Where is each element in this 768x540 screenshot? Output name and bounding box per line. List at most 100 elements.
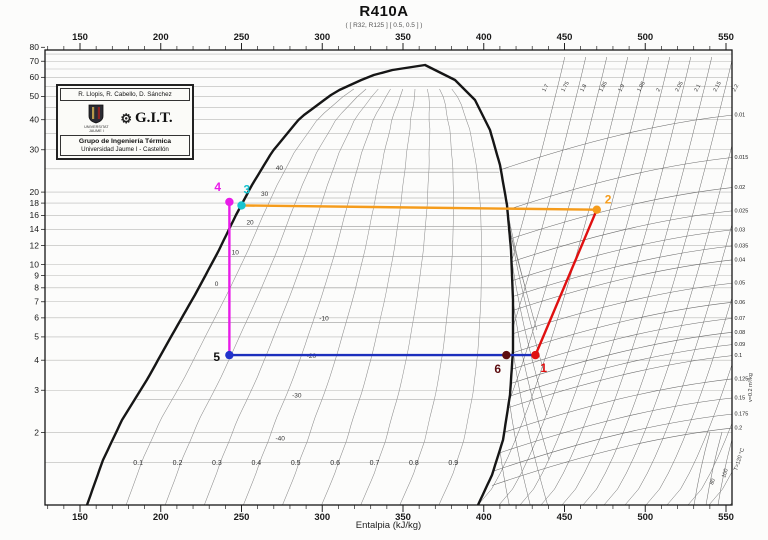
plot-border <box>44 49 733 506</box>
svg-text:30: 30 <box>30 145 40 155</box>
svg-text:6: 6 <box>34 313 39 323</box>
git-label: G.I.T. <box>135 110 173 127</box>
svg-text:0.8: 0.8 <box>409 460 419 467</box>
state-label-3: 3 <box>244 182 251 196</box>
svg-text:18: 18 <box>30 198 40 208</box>
state-point-2 <box>592 205 601 214</box>
svg-text:150: 150 <box>72 32 88 43</box>
svg-text:0.9: 0.9 <box>448 460 458 467</box>
state-point-3 <box>237 201 246 210</box>
emblem-text: UNIVERSITAT JAUME I <box>84 125 109 134</box>
svg-text:400: 400 <box>476 512 492 523</box>
svg-text:7: 7 <box>34 297 39 307</box>
svg-text:0.125: 0.125 <box>735 376 749 382</box>
svg-text:1.8: 1.8 <box>579 83 588 93</box>
svg-text:80: 80 <box>709 478 717 486</box>
university-name: Universidad Jaume I - Castellón <box>81 146 169 154</box>
logo-authors: R. Llopis, R. Cabello, D. Sánchez <box>60 88 190 101</box>
svg-text:v=0.2 m³/kg: v=0.2 m³/kg <box>748 373 754 402</box>
svg-text:0.01: 0.01 <box>735 113 746 119</box>
svg-text:0.4: 0.4 <box>251 460 261 467</box>
svg-text:2.1: 2.1 <box>693 83 702 93</box>
svg-text:14: 14 <box>30 224 40 234</box>
svg-text:250: 250 <box>234 512 250 523</box>
svg-text:500: 500 <box>637 32 653 43</box>
state-label-4: 4 <box>214 180 221 194</box>
svg-text:0.6: 0.6 <box>330 460 340 467</box>
git-acronym: ⚙ G.I.T. <box>120 110 172 127</box>
svg-text:20: 20 <box>246 219 254 226</box>
svg-text:40: 40 <box>30 115 40 125</box>
svg-text:450: 450 <box>557 32 573 43</box>
state-label-1: 1 <box>540 361 547 375</box>
state-point-6 <box>502 350 511 360</box>
svg-text:9: 9 <box>34 270 39 280</box>
svg-text:0.05: 0.05 <box>735 281 746 287</box>
svg-text:0.175: 0.175 <box>735 412 749 418</box>
svg-text:20: 20 <box>30 187 40 197</box>
svg-text:T=120 °C: T=120 °C <box>733 447 746 471</box>
state-label-2: 2 <box>605 193 612 207</box>
superheat-mesh <box>425 56 732 505</box>
svg-text:80: 80 <box>30 42 40 52</box>
svg-text:200: 200 <box>153 512 169 523</box>
svg-text:0.025: 0.025 <box>735 208 749 214</box>
x-axis-title: Entalpia (kJ/kg) <box>355 520 422 531</box>
svg-text:400: 400 <box>476 32 492 43</box>
svg-text:1.9: 1.9 <box>617 83 626 93</box>
svg-text:2: 2 <box>34 427 39 437</box>
svg-text:12: 12 <box>30 240 40 250</box>
svg-text:450: 450 <box>557 512 573 523</box>
svg-text:-40: -40 <box>276 435 286 442</box>
state-label-6: 6 <box>494 362 501 376</box>
svg-text:0.2: 0.2 <box>735 426 743 432</box>
svg-text:2.05: 2.05 <box>674 81 684 93</box>
svg-text:0.07: 0.07 <box>735 316 746 322</box>
svg-text:0.02: 0.02 <box>735 185 746 191</box>
svg-text:0.5: 0.5 <box>291 460 301 467</box>
svg-text:0.035: 0.035 <box>735 243 749 249</box>
svg-text:0.04: 0.04 <box>735 257 746 263</box>
svg-text:350: 350 <box>395 512 411 523</box>
svg-text:200: 200 <box>153 32 169 43</box>
state-label-5: 5 <box>213 350 220 364</box>
svg-text:8: 8 <box>34 283 39 293</box>
svg-text:10: 10 <box>232 249 240 256</box>
svg-text:350: 350 <box>395 32 411 43</box>
logo-box: R. Llopis, R. Cabello, D. Sánchez UNIVER… <box>56 84 194 161</box>
university-emblem: UNIVERSITAT JAUME I <box>77 104 115 133</box>
svg-text:550: 550 <box>718 32 734 43</box>
svg-text:0.2: 0.2 <box>173 460 183 467</box>
svg-text:150: 150 <box>72 512 88 523</box>
svg-text:550: 550 <box>718 512 734 523</box>
process-condensation <box>240 204 598 211</box>
svg-text:4: 4 <box>34 355 39 365</box>
svg-text:100: 100 <box>721 468 730 479</box>
svg-text:0.015: 0.015 <box>735 155 749 161</box>
svg-text:0.15: 0.15 <box>735 395 746 401</box>
svg-text:0.1: 0.1 <box>735 353 743 359</box>
university-shield-icon <box>88 104 104 124</box>
svg-text:300: 300 <box>314 32 330 43</box>
state-point-4 <box>225 197 234 207</box>
svg-text:16: 16 <box>30 210 40 220</box>
svg-text:30: 30 <box>261 191 269 198</box>
svg-text:-30: -30 <box>292 392 302 399</box>
svg-text:10: 10 <box>30 259 40 269</box>
svg-text:1.7: 1.7 <box>541 83 550 93</box>
state-point-1 <box>531 350 540 360</box>
svg-text:2: 2 <box>655 87 662 93</box>
svg-text:50: 50 <box>30 91 40 101</box>
svg-text:0.3: 0.3 <box>212 460 222 467</box>
svg-text:5: 5 <box>34 332 39 342</box>
svg-text:-20: -20 <box>307 353 317 360</box>
svg-text:0.7: 0.7 <box>370 460 380 467</box>
svg-text:0: 0 <box>215 281 219 288</box>
svg-text:0.03: 0.03 <box>735 227 746 233</box>
svg-text:3: 3 <box>34 385 39 395</box>
svg-text:1.75: 1.75 <box>560 81 570 93</box>
svg-text:250: 250 <box>234 32 250 43</box>
svg-text:2.2: 2.2 <box>731 83 740 93</box>
